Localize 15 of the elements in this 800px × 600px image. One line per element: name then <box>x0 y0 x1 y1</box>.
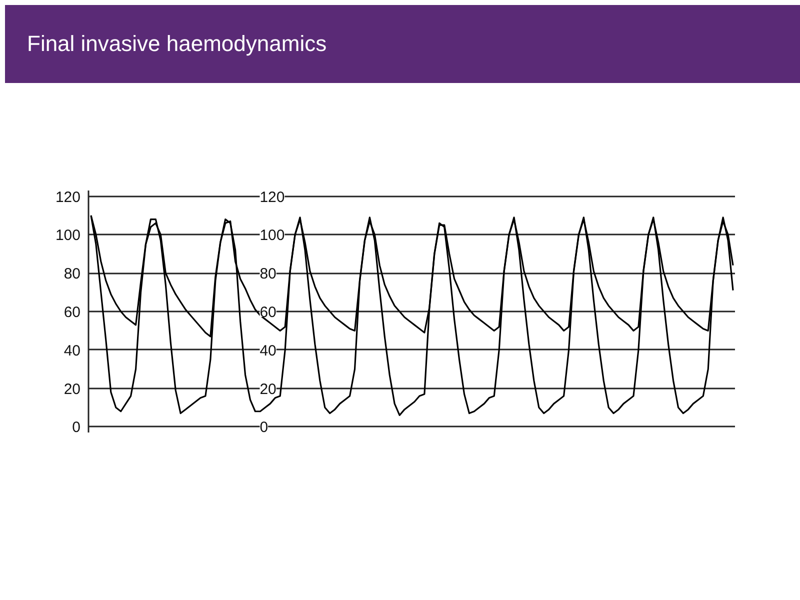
y-tick-label: 120 <box>55 188 81 206</box>
y2-tick-label: 40 <box>260 342 276 360</box>
y2-tick-label: 0 <box>260 419 268 436</box>
y-tick-label: 60 <box>64 304 81 321</box>
y-tick-label: 0 <box>72 419 80 436</box>
y2-tick-label: 100 <box>260 227 285 244</box>
y-tick-label: 20 <box>64 380 81 398</box>
y-tick-label: 80 <box>64 266 81 283</box>
chart-title: Final invasive haemodynamics <box>27 30 327 58</box>
y2-tick-label: 60 <box>260 304 276 321</box>
y2-tick-label: 80 <box>260 266 276 283</box>
y-tick-label: 100 <box>55 227 81 244</box>
y2-tick-label: 20 <box>260 380 276 398</box>
y-tick-label: 40 <box>64 342 81 360</box>
y2-tick-label: 120 <box>260 188 285 206</box>
